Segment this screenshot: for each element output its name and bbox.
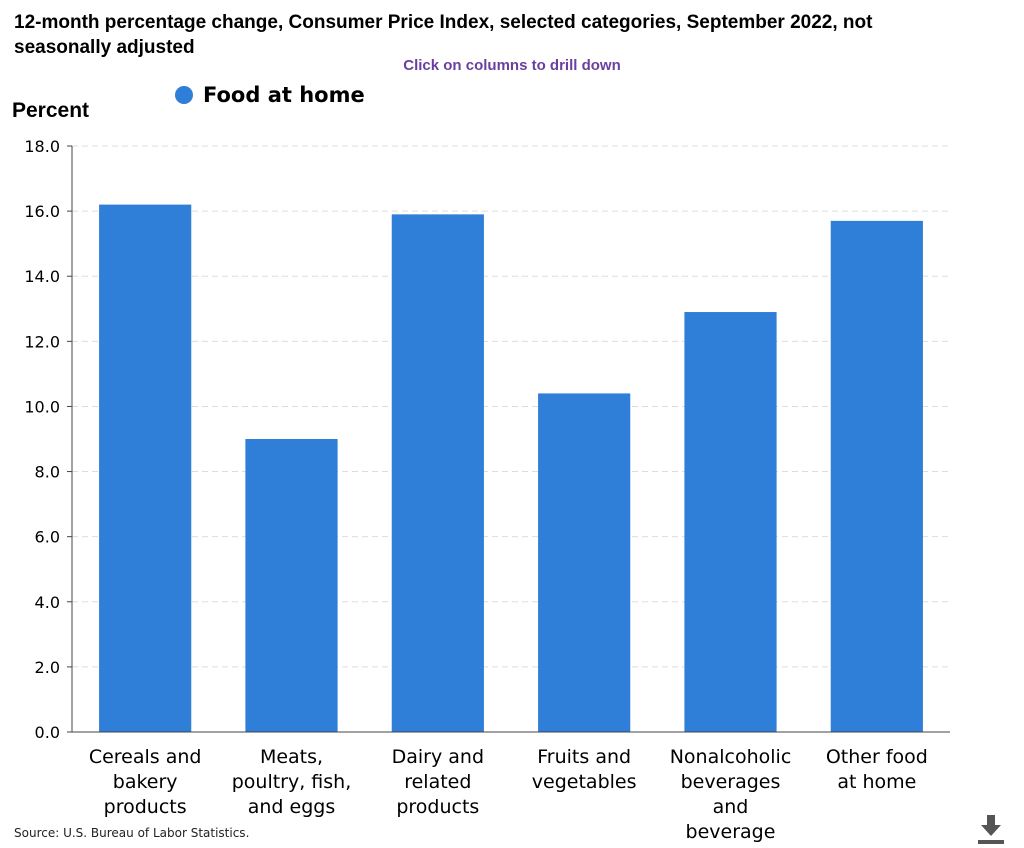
y-tick-label: 14.0 bbox=[24, 267, 60, 286]
y-tick-label: 4.0 bbox=[35, 593, 60, 612]
y-tick-label: 2.0 bbox=[35, 658, 60, 677]
bars bbox=[99, 204, 923, 733]
legend-label: Food at home bbox=[203, 83, 365, 107]
x-tick-label: Nonalcoholicbeveragesandbeveragematerial… bbox=[670, 746, 792, 848]
y-tick-label: 16.0 bbox=[24, 202, 60, 221]
gridlines bbox=[72, 145, 950, 668]
chart-subtitle: Click on columns to drill down bbox=[403, 57, 621, 74]
bar[interactable] bbox=[99, 204, 192, 733]
x-tick-label: Dairy and related products bbox=[392, 746, 484, 818]
bar[interactable] bbox=[391, 214, 484, 732]
x-axis-labels: Cereals and bakery products Meats, poultry, … bbox=[89, 746, 928, 848]
legend-marker bbox=[175, 86, 193, 104]
x-tick-label: Meats, poultry, fish, and eggs bbox=[232, 746, 352, 818]
x-tick-label: Cereals and bakery products bbox=[89, 746, 202, 818]
bar[interactable] bbox=[830, 220, 923, 732]
y-tick-label: 18.0 bbox=[24, 137, 60, 156]
bar[interactable] bbox=[245, 439, 338, 732]
bar[interactable] bbox=[538, 393, 631, 732]
download-icon[interactable] bbox=[974, 812, 1008, 846]
y-tick-label: 12.0 bbox=[24, 332, 60, 351]
chart-title: 12-month percentage change, Consumer Pri… bbox=[14, 12, 873, 58]
bar[interactable] bbox=[684, 312, 777, 732]
y-axis-ticks: 0.0 2.0 4.0 6.0 8.0 10.0 12.0 14.0 16.0 18.0 bbox=[24, 137, 72, 742]
y-tick-label: 8.0 bbox=[35, 463, 60, 482]
x-tick-label: Fruits and vegetables bbox=[532, 746, 637, 793]
legend[interactable]: Food at home bbox=[175, 83, 365, 107]
y-axis-label: Percent bbox=[12, 99, 89, 122]
x-tick-label: Other food at home bbox=[826, 746, 928, 793]
y-tick-label: 10.0 bbox=[24, 397, 60, 416]
source-note: Source: U.S. Bureau of Labor Statistics. bbox=[14, 826, 250, 840]
y-tick-label: 0.0 bbox=[35, 723, 60, 742]
y-tick-label: 6.0 bbox=[35, 528, 60, 547]
